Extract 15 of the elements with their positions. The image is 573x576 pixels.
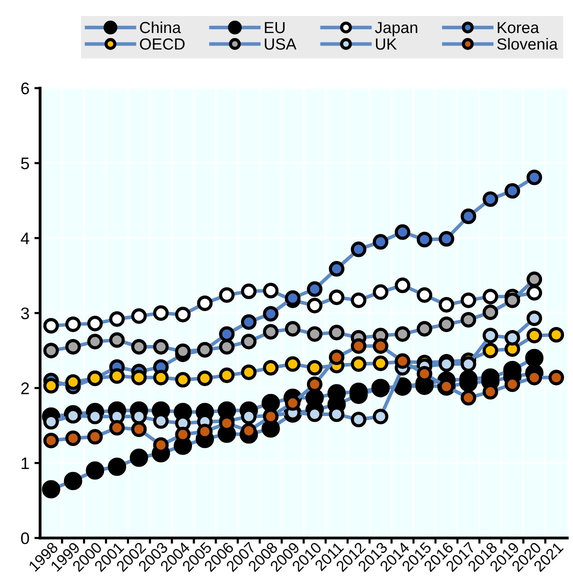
- legend-label: EU: [264, 22, 285, 34]
- legend-label: Japan: [374, 22, 418, 36]
- y-tick-label: 1: [22, 458, 29, 470]
- y-tick-label: 5: [21, 158, 29, 170]
- legend-label: UK: [376, 38, 397, 50]
- legend-label: China: [140, 21, 181, 34]
- y-tick-label: 4: [20, 232, 30, 244]
- legend-label: Slovenia: [497, 38, 558, 50]
- y-tick-label: 3: [21, 307, 29, 320]
- y-tick-label: 0: [21, 532, 30, 544]
- legend-label: Korea: [498, 22, 540, 34]
- y-tick-label: 6: [21, 82, 29, 94]
- legend-label: OECD: [140, 38, 185, 50]
- y-tick-label: 2: [21, 382, 29, 394]
- legend-label: USA: [264, 38, 296, 50]
